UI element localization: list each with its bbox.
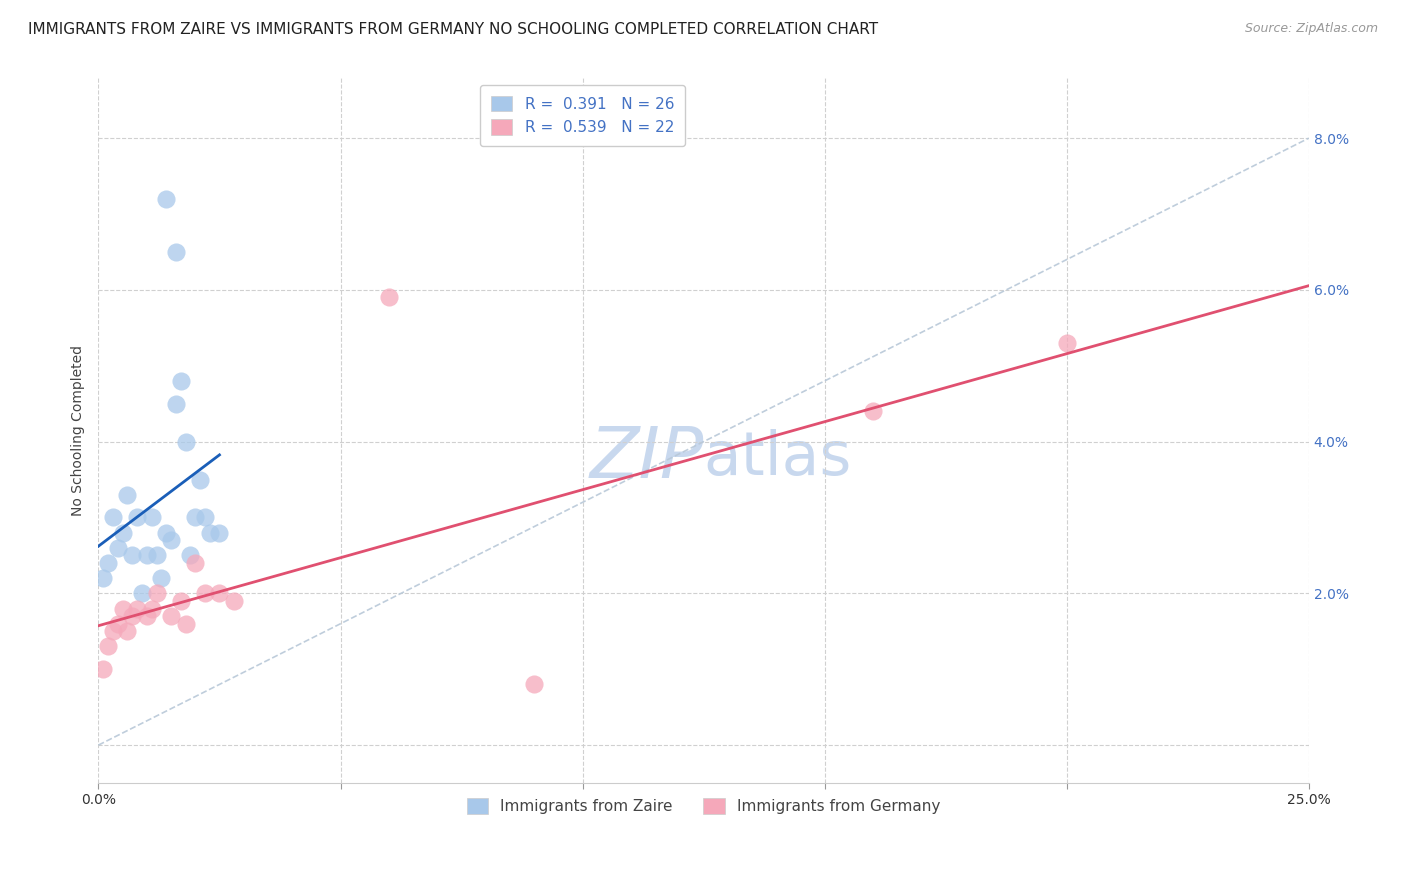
Point [127, 601, 149, 615]
Point [97, 640, 120, 654]
Text: IMMIGRANTS FROM ZAIRE VS IMMIGRANTS FROM GERMANY NO SCHOOLING COMPLETED CORRELAT: IMMIGRANTS FROM ZAIRE VS IMMIGRANTS FROM… [28, 22, 879, 37]
Point [170, 594, 193, 608]
Text: atlas: atlas [703, 429, 852, 488]
Legend: Immigrants from Zaire, Immigrants from Germany: Immigrants from Zaire, Immigrants from G… [456, 788, 950, 825]
Point [141, 510, 163, 524]
Point [121, 549, 143, 563]
Point [165, 397, 187, 411]
Point [107, 541, 129, 555]
Point [222, 594, 245, 608]
Point [127, 510, 149, 524]
Point [111, 601, 134, 615]
Point [111, 525, 134, 540]
Point [121, 609, 143, 624]
Point [117, 624, 139, 639]
Point [174, 616, 197, 631]
Point [198, 525, 221, 540]
Point [184, 556, 207, 570]
Point [107, 616, 129, 631]
Point [188, 473, 211, 487]
Point [141, 601, 163, 615]
Point [194, 586, 217, 600]
Point [179, 549, 201, 563]
Point [117, 488, 139, 502]
Point [523, 677, 546, 691]
Point [1056, 336, 1078, 351]
Point [91, 662, 114, 676]
Point [155, 192, 177, 206]
Point [165, 244, 187, 259]
Point [160, 533, 183, 548]
Text: Source: ZipAtlas.com: Source: ZipAtlas.com [1244, 22, 1378, 36]
Point [135, 609, 157, 624]
Point [131, 586, 153, 600]
Point [145, 586, 167, 600]
Point [378, 290, 401, 304]
Point [150, 571, 173, 585]
Point [155, 525, 177, 540]
Point [862, 404, 884, 418]
Point [170, 374, 193, 388]
Text: ZIP: ZIP [589, 424, 703, 493]
Point [194, 510, 217, 524]
Point [145, 549, 167, 563]
Point [135, 549, 157, 563]
Point [160, 609, 183, 624]
Point [97, 556, 120, 570]
Point [91, 571, 114, 585]
Point [101, 624, 124, 639]
Point [174, 434, 197, 449]
Y-axis label: No Schooling Completed: No Schooling Completed [72, 344, 86, 516]
Point [208, 586, 231, 600]
Point [208, 525, 231, 540]
Point [101, 510, 124, 524]
Point [184, 510, 207, 524]
